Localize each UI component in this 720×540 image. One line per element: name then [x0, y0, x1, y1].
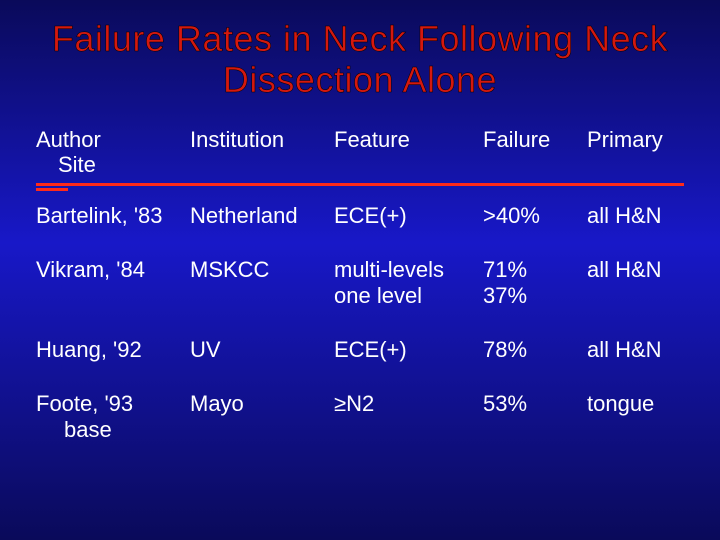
cell-primary: tongue — [587, 391, 684, 417]
header-feature: Feature — [334, 127, 479, 178]
cell-author: Foote, '93 base — [36, 391, 186, 443]
cell-author: Bartelink, '83 — [36, 203, 186, 229]
cell-institution: Netherland — [190, 203, 330, 229]
table-row: Vikram, '84 MSKCC multi-levels one level… — [36, 257, 684, 309]
cell-author: Vikram, '84 — [36, 257, 186, 283]
table-row: Foote, '93 base Mayo ≥N2 53% tongue — [36, 391, 684, 443]
cell-feature: ≥N2 — [334, 391, 479, 417]
cell-feature-line1: multi-levels — [334, 257, 444, 282]
cell-primary: all H&N — [587, 203, 684, 229]
cell-feature: multi-levels one level — [334, 257, 479, 309]
cell-failure: 71% 37% — [483, 257, 583, 309]
cell-primary: all H&N — [587, 337, 684, 363]
cell-feature: ECE(+) — [334, 337, 479, 363]
slide: Failure Rates in Neck Following Neck Dis… — [0, 0, 720, 540]
cell-institution: Mayo — [190, 391, 330, 417]
table-body: Bartelink, '83 Netherland ECE(+) >40% al… — [36, 203, 684, 443]
cell-author-sub: base — [36, 417, 186, 443]
cell-author: Huang, '92 — [36, 337, 186, 363]
cell-author-line1: Foote, '93 — [36, 391, 133, 416]
header-author: Author Site — [36, 127, 186, 178]
table-row: Bartelink, '83 Netherland ECE(+) >40% al… — [36, 203, 684, 229]
header-author-sub: Site — [36, 152, 96, 177]
header-rule — [36, 183, 684, 186]
header-rule-tick — [36, 188, 68, 191]
cell-institution: UV — [190, 337, 330, 363]
header-author-label: Author — [36, 127, 101, 152]
cell-feature: ECE(+) — [334, 203, 479, 229]
header-institution: Institution — [190, 127, 330, 178]
slide-title: Failure Rates in Neck Following Neck Dis… — [36, 18, 684, 101]
cell-failure-line1: 71% — [483, 257, 527, 282]
cell-failure-line2: 37% — [483, 283, 527, 308]
cell-primary: all H&N — [587, 257, 684, 283]
cell-feature-line2: one level — [334, 283, 422, 308]
cell-institution: MSKCC — [190, 257, 330, 283]
header-primary: Primary — [587, 127, 684, 178]
table-header-row: Author Site Institution Feature Failure … — [36, 127, 684, 178]
header-failure: Failure — [483, 127, 583, 178]
cell-failure: 53% — [483, 391, 583, 417]
table-row: Huang, '92 UV ECE(+) 78% all H&N — [36, 337, 684, 363]
cell-failure: >40% — [483, 203, 583, 229]
cell-failure: 78% — [483, 337, 583, 363]
